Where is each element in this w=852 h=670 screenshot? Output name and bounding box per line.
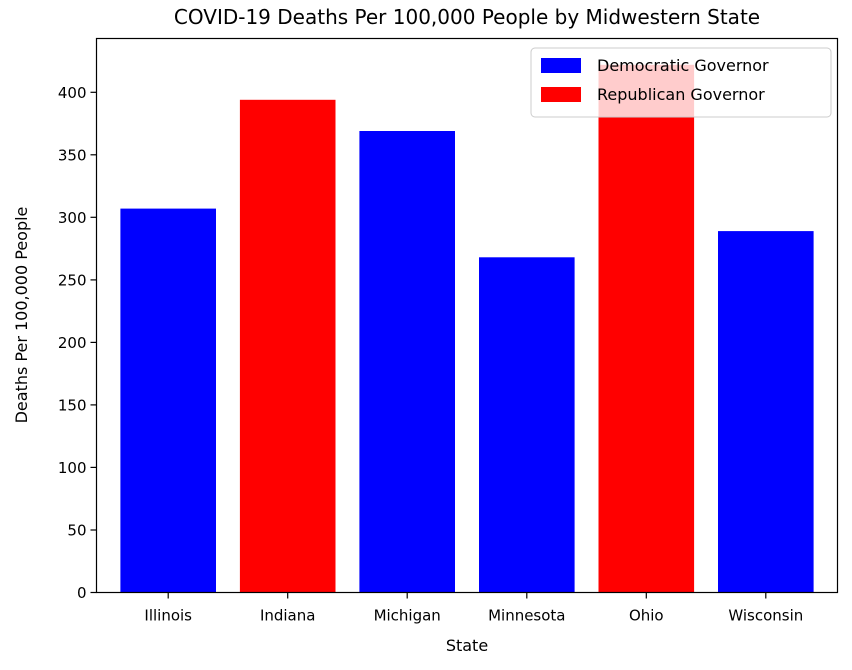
- y-tick-label: 300: [58, 209, 87, 227]
- bar-minnesota: [479, 257, 575, 593]
- bar-ohio: [598, 64, 695, 593]
- y-tick-label: 250: [58, 271, 87, 289]
- chart-title: COVID-19 Deaths Per 100,000 People by Mi…: [174, 5, 760, 29]
- bar-illinois: [120, 208, 216, 593]
- bar-indiana: [239, 99, 336, 593]
- x-tick-label: Indiana: [260, 607, 316, 625]
- x-tick-label: Ohio: [629, 607, 664, 625]
- legend-swatch: [541, 58, 581, 73]
- legend-box: [530, 47, 832, 118]
- y-tick-label: 100: [58, 459, 87, 477]
- plot-frame: [95, 37, 839, 594]
- x-tick-label: Michigan: [374, 607, 441, 625]
- x-tick-label: Minnesota: [488, 607, 565, 625]
- bar-michigan: [359, 131, 455, 593]
- y-tick-label: 50: [67, 522, 86, 540]
- x-tick-label: Wisconsin: [728, 607, 803, 625]
- plot-bars: [120, 64, 814, 593]
- bar-wisconsin: [718, 231, 814, 593]
- x-axis-label: State: [446, 636, 488, 655]
- x-axis: Illinois Indiana Michigan Minnesota Ohio Wisc…: [144, 592, 803, 625]
- y-axis-label: Deaths Per 100,000 People: [12, 207, 31, 424]
- legend-label: Democratic Governor: [597, 56, 769, 75]
- y-tick-label: 0: [77, 584, 87, 602]
- legend: Democratic Governor Republican Governor: [530, 47, 832, 118]
- y-tick-label: 200: [58, 334, 87, 352]
- y-tick-label: 350: [58, 146, 87, 164]
- legend-swatch: [541, 87, 581, 102]
- legend-label: Republican Governor: [597, 85, 765, 104]
- x-tick-label: Illinois: [144, 607, 192, 625]
- y-tick-label: 400: [58, 84, 87, 102]
- y-axis: 0 50 100 150 200 250 300 350 400: [58, 84, 97, 602]
- y-tick-label: 150: [58, 396, 87, 414]
